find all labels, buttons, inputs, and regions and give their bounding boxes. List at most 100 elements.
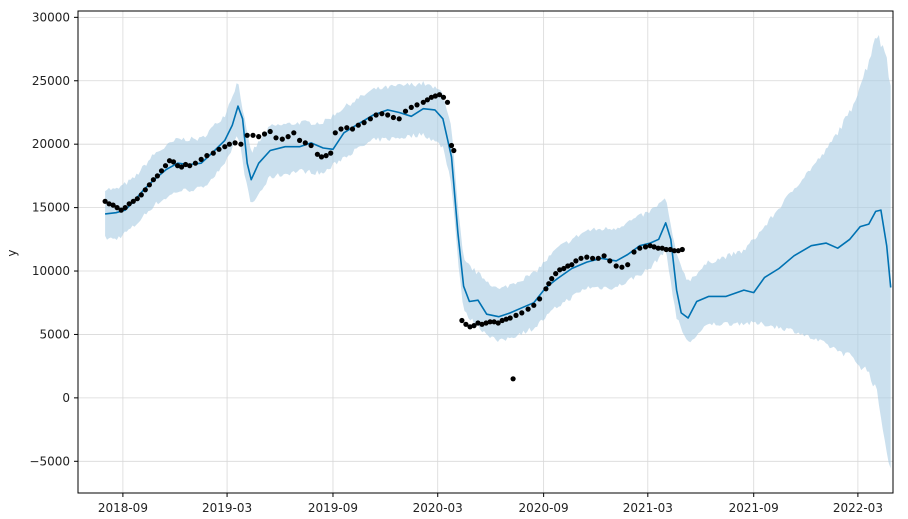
- observed-point: [601, 253, 607, 259]
- observed-point: [549, 276, 555, 282]
- observed-point: [642, 244, 649, 250]
- uncertainty-band-layer: [105, 35, 891, 469]
- observed-point: [414, 102, 420, 108]
- observed-point: [546, 281, 552, 287]
- observed-point: [651, 244, 657, 250]
- observed-point: [390, 114, 396, 121]
- x-tick-label: 2020-09: [519, 501, 569, 515]
- observed-point: [499, 317, 505, 324]
- observed-point: [166, 158, 173, 164]
- observed-point: [106, 201, 112, 207]
- observed-point: [525, 306, 531, 312]
- observed-point: [291, 130, 297, 136]
- observed-point: [543, 286, 549, 292]
- observed-point: [448, 142, 455, 149]
- observed-point: [150, 177, 156, 183]
- observed-point: [314, 151, 320, 157]
- observed-point: [519, 310, 525, 316]
- observed-point: [192, 160, 198, 166]
- observed-point: [471, 323, 477, 329]
- observed-point: [379, 111, 385, 117]
- y-tick-label: 5000: [39, 327, 70, 341]
- observed-point: [367, 116, 373, 122]
- observed-point: [467, 324, 473, 330]
- observed-point: [349, 126, 356, 132]
- x-tick-label: 2020-03: [413, 501, 463, 515]
- observed-point: [355, 122, 361, 128]
- observed-point: [675, 248, 681, 254]
- observed-point: [344, 125, 350, 131]
- y-tick-label: 30000: [32, 10, 70, 24]
- observed-point: [475, 320, 481, 326]
- observed-point: [424, 97, 430, 103]
- observed-point: [440, 94, 447, 100]
- observed-point: [267, 128, 273, 135]
- observed-point: [619, 264, 625, 270]
- observed-point: [561, 265, 567, 272]
- observed-point: [402, 108, 409, 114]
- observed-point: [361, 120, 367, 126]
- y-tick-label: −5000: [29, 454, 70, 468]
- observed-point: [222, 144, 228, 150]
- observed-point: [428, 94, 434, 100]
- observed-point: [273, 135, 279, 141]
- observed-point: [170, 159, 177, 165]
- observed-point: [590, 255, 596, 261]
- observed-point: [420, 99, 426, 105]
- observed-point: [655, 245, 661, 251]
- observed-point: [134, 196, 140, 202]
- observed-point: [138, 192, 144, 198]
- y-tick-label: 0: [62, 391, 70, 405]
- observed-point: [122, 205, 128, 211]
- observed-point: [647, 243, 653, 249]
- observed-point: [479, 321, 485, 327]
- uncertainty-band: [105, 35, 891, 469]
- observed-point: [183, 161, 189, 168]
- x-tick-label: 2022-03: [833, 501, 883, 515]
- observed-point: [154, 173, 160, 179]
- observed-point: [146, 182, 152, 188]
- observed-point: [130, 198, 136, 204]
- observed-point: [385, 112, 391, 118]
- observed-point: [513, 312, 519, 318]
- observed-point: [226, 141, 232, 147]
- observed-point: [613, 263, 619, 269]
- observed-point: [328, 150, 334, 156]
- y-tick-label: 10000: [32, 264, 70, 278]
- observed-point: [483, 320, 489, 326]
- observed-point: [451, 147, 457, 154]
- x-tick-label: 2018-09: [98, 501, 148, 515]
- observed-point: [297, 137, 303, 143]
- observed-point: [114, 205, 120, 211]
- observed-point: [459, 317, 465, 324]
- observed-point: [436, 92, 443, 98]
- observed-point: [142, 187, 148, 193]
- observed-point: [373, 112, 379, 118]
- observed-point: [279, 136, 285, 142]
- observed-point: [553, 271, 559, 277]
- observed-point: [102, 198, 108, 204]
- observed-point: [232, 140, 238, 146]
- observed-point: [637, 245, 643, 251]
- observed-point: [204, 153, 210, 159]
- observed-point: [332, 130, 338, 136]
- observed-point: [510, 376, 516, 382]
- observed-point: [256, 134, 262, 140]
- observed-point: [210, 150, 216, 156]
- observed-point: [216, 146, 222, 152]
- y-axis-title: y: [5, 249, 19, 256]
- observed-point: [396, 116, 402, 122]
- x-tick-label: 2021-09: [729, 501, 779, 515]
- observed-point: [318, 154, 325, 160]
- observed-point: [187, 163, 193, 169]
- observed-point: [250, 132, 256, 138]
- observed-point: [198, 156, 204, 162]
- observed-point: [338, 126, 344, 132]
- x-tick-label: 2021-03: [623, 501, 673, 515]
- observed-point: [531, 302, 537, 308]
- forecast-line-layer: [105, 105, 892, 319]
- observed-point: [261, 131, 268, 137]
- observed-point: [408, 104, 414, 110]
- observed-point: [302, 140, 308, 146]
